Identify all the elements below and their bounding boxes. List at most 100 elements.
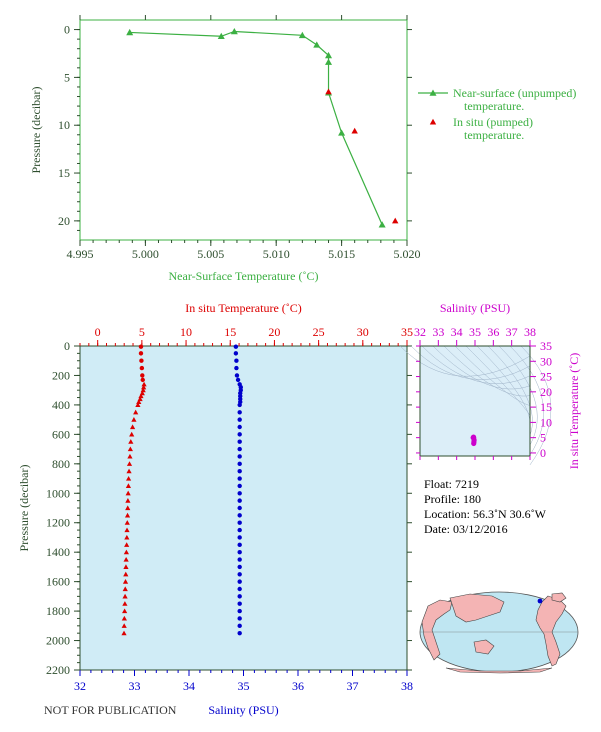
salinity-point xyxy=(237,572,242,577)
ts-y-tick-label: 10 xyxy=(540,415,552,429)
legend-unpumped-label-line2: temperature. xyxy=(464,99,524,113)
temperature-point xyxy=(129,431,135,437)
temp-tick-label: 0 xyxy=(95,325,101,339)
pressure-tick-label: 1800 xyxy=(46,604,70,618)
pumped-temperature-point xyxy=(351,127,358,134)
density-contour xyxy=(399,345,531,377)
unpumped-temperature-point xyxy=(325,51,333,59)
temperature-axis-title: In situ Temperature (˚C) xyxy=(185,301,302,315)
temperature-point xyxy=(126,468,132,474)
temperature-point xyxy=(126,461,133,466)
chart2-plot-area xyxy=(79,345,408,671)
ts-x-tick-label: 37 xyxy=(506,325,518,339)
float-id: Float: 7219 xyxy=(424,477,480,491)
density-contour xyxy=(509,345,544,456)
salinity-point xyxy=(237,579,242,584)
salinity-point xyxy=(237,586,242,592)
ts-y-tick-label: 20 xyxy=(540,385,552,399)
temperature-point xyxy=(124,542,130,547)
chart1-y-tick-label: 5 xyxy=(64,70,70,84)
temperature-point xyxy=(123,564,129,569)
density-contour xyxy=(454,345,531,406)
temp-tick-label: 30 xyxy=(357,325,369,339)
world-map-land xyxy=(551,592,567,603)
pressure-tick-label: 2200 xyxy=(46,663,70,677)
temperature-point xyxy=(121,615,127,621)
temperature-point xyxy=(138,344,144,349)
pumped-temperature-point xyxy=(325,88,332,95)
temperature-point xyxy=(124,512,131,518)
pressure-tick-label: 0 xyxy=(64,339,70,353)
temp-tick-label: 10 xyxy=(180,325,192,339)
ts-y-tick-label: 5 xyxy=(540,431,546,445)
temperature-point xyxy=(138,351,144,356)
salinity-point xyxy=(237,549,242,555)
legend-pumped-label-line2: temperature. xyxy=(464,128,524,142)
world-map-land xyxy=(473,639,495,655)
world-map-land xyxy=(445,667,553,674)
salinity-point xyxy=(237,623,242,629)
pressure-tick-label: 400 xyxy=(52,398,70,412)
unpumped-temperature-point xyxy=(313,41,321,48)
density-contour xyxy=(520,345,552,466)
world-map-land xyxy=(535,595,567,667)
temperature-point xyxy=(125,505,131,511)
chart1-x-tick-label: 5.010 xyxy=(263,247,290,261)
chart2-y-axis-label: Pressure (decibar) xyxy=(17,465,31,552)
salinity-point xyxy=(237,505,242,511)
density-contour xyxy=(498,345,538,446)
unpumped-temperature-point xyxy=(325,58,333,65)
temperature-point xyxy=(136,399,142,405)
salinity-point xyxy=(237,594,242,599)
pumped-temperature-point xyxy=(392,217,399,224)
salinity-point xyxy=(237,410,242,415)
temperature-point xyxy=(122,593,128,599)
salinity-point xyxy=(237,520,242,525)
temperature-point xyxy=(138,393,144,399)
salinity-point xyxy=(235,377,241,383)
salinity-point xyxy=(237,608,242,614)
density-contour xyxy=(487,345,533,436)
temp-tick-label: 35 xyxy=(401,325,413,339)
salinity-axis-title: Salinity (PSU) xyxy=(208,703,278,717)
chart1-y-tick-label: 10 xyxy=(58,118,70,132)
chart1-plot-area xyxy=(79,19,408,241)
ts-x-tick-label: 36 xyxy=(487,325,499,339)
legend-unpumped-label-line1: Near-surface (unpumped) xyxy=(453,86,576,100)
temperature-point xyxy=(127,453,133,459)
salinity-point xyxy=(237,498,242,503)
chart1-y-axis-label: Pressure (decibar) xyxy=(29,87,43,174)
float-info: Float: 7219 Profile: 180 Location: 56.3˚… xyxy=(424,477,546,537)
temperature-point xyxy=(139,365,145,371)
temperature-point xyxy=(123,556,129,562)
ts-x-tick-label: 34 xyxy=(451,325,463,339)
unpumped-temperature-point xyxy=(338,129,346,136)
chart1-x-axis-label: Near-Surface Temperature (˚C) xyxy=(169,269,319,283)
density-contours xyxy=(399,345,552,466)
salinity-tick-label: 32 xyxy=(74,679,86,693)
legend-unpumped-marker xyxy=(429,89,437,96)
temperature-point xyxy=(140,373,145,378)
temperature-point xyxy=(141,381,147,387)
float-location: Location: 56.3˚N 30.6˚W xyxy=(424,507,546,521)
salinity-point xyxy=(237,439,242,444)
world-map-land xyxy=(449,593,505,623)
ts-point xyxy=(470,435,476,441)
density-contour xyxy=(443,345,531,397)
salinity-point xyxy=(237,513,242,518)
temperature-point xyxy=(121,630,127,636)
footer-stamp: NOT FOR PUBLICATION xyxy=(44,703,177,717)
salinity-tick-label: 35 xyxy=(238,679,250,693)
ts-y-axis-label: In situ Temperature (˚C) xyxy=(567,353,581,470)
pressure-tick-label: 2000 xyxy=(46,634,70,648)
chart1-x-tick-label: 5.000 xyxy=(132,247,159,261)
salinity-point xyxy=(237,402,242,408)
temperature-point xyxy=(125,483,132,488)
temperature-point xyxy=(122,601,128,606)
unpumped-temperature-point xyxy=(298,31,306,39)
temp-tick-label: 25 xyxy=(313,325,325,339)
temperature-point xyxy=(139,358,144,363)
unpumped-temperature-point xyxy=(217,32,225,40)
salinity-point xyxy=(233,344,239,349)
salinity-point xyxy=(237,630,242,636)
